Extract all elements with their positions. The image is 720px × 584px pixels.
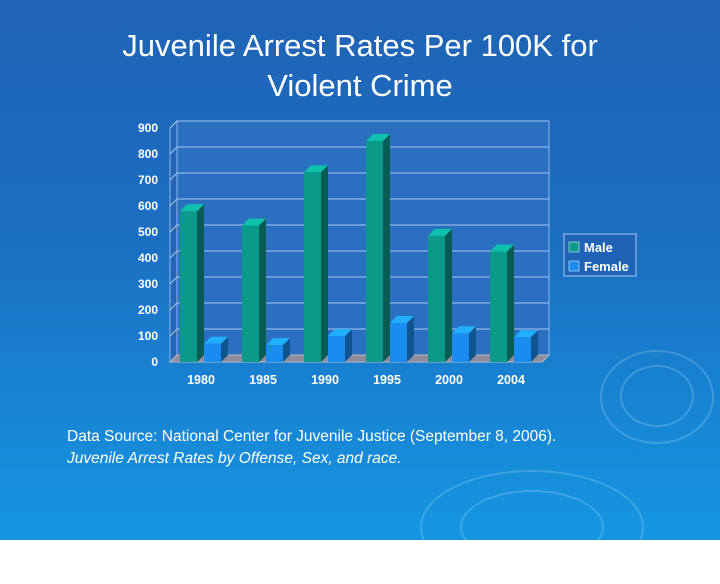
x-tick-label: 2000 — [435, 373, 463, 387]
bar-male-1985 — [242, 225, 259, 362]
data-source-note: Data Source: National Center for Juvenil… — [67, 426, 687, 470]
gridline — [169, 198, 549, 207]
x-tick-label: 1980 — [187, 373, 215, 387]
bar-side-male-1980 — [197, 204, 204, 362]
gridline — [169, 302, 549, 311]
gridline — [169, 276, 549, 285]
bar-top-male-1990 — [304, 165, 328, 173]
y-tick-label: 100 — [138, 329, 158, 343]
gridline — [169, 224, 549, 233]
bar-side-female-2004 — [531, 330, 538, 362]
y-tick-label: 400 — [138, 251, 158, 265]
bar-top-male-2004 — [490, 244, 514, 252]
gridline — [169, 172, 549, 181]
bar-side-female-1985 — [283, 338, 290, 362]
bar-top-male-1995 — [366, 134, 390, 141]
bar-top-female-2000 — [452, 326, 476, 334]
bar-side-male-1990 — [321, 165, 328, 362]
gridline — [169, 328, 549, 337]
y-tick-label: 200 — [138, 303, 158, 317]
gridline — [169, 146, 549, 155]
bar-top-male-2000 — [428, 228, 452, 236]
x-tick-label: 1990 — [311, 373, 339, 387]
y-tick-label: 700 — [138, 173, 158, 187]
y-tick-label: 600 — [138, 199, 158, 213]
x-tick-label: 2004 — [497, 373, 525, 387]
gridline — [169, 250, 549, 259]
bar-female-1995 — [390, 323, 407, 362]
bar-female-1980 — [204, 343, 221, 362]
legend-swatch-female — [568, 260, 580, 272]
bar-top-male-1980 — [180, 204, 204, 212]
bar-female-1990 — [328, 336, 345, 362]
y-tick-label: 900 — [138, 121, 158, 135]
bar-male-2000 — [428, 235, 445, 362]
bar-side-male-2000 — [445, 228, 452, 362]
x-tick-label: 1995 — [373, 373, 401, 387]
bar-female-2000 — [452, 333, 469, 362]
bar-side-male-1985 — [259, 218, 266, 362]
bar-side-female-1990 — [345, 329, 352, 362]
y-tick-label: 0 — [151, 355, 158, 369]
title-line-2: Violent Crime — [267, 68, 453, 103]
bar-male-1990 — [304, 172, 321, 362]
bar-male-2004 — [490, 251, 507, 362]
y-tick-label: 300 — [138, 277, 158, 291]
legend-label-male: Male — [584, 240, 613, 255]
title-line-1: Juvenile Arrest Rates Per 100K for — [122, 28, 598, 63]
slide-title: Juvenile Arrest Rates Per 100K for Viole… — [40, 26, 680, 106]
decorative-ripple — [620, 365, 694, 427]
bar-side-male-1995 — [383, 134, 390, 362]
bar-top-male-1985 — [242, 218, 266, 226]
plot-side-wall — [169, 119, 178, 364]
x-tick-label: 1985 — [249, 373, 277, 387]
legend-label-female: Female — [584, 259, 629, 274]
decorative-ripple — [600, 350, 714, 444]
bar-top-female-1995 — [390, 316, 414, 323]
legend-swatch-male — [568, 241, 580, 253]
source-line-1: Data Source: National Center for Juvenil… — [67, 428, 557, 445]
bar-top-female-2004 — [514, 330, 538, 338]
y-tick-label: 500 — [138, 225, 158, 239]
gridline — [169, 120, 549, 129]
bar-female-2004 — [514, 337, 531, 362]
bar-top-female-1990 — [328, 329, 352, 336]
bar-top-female-1980 — [204, 336, 228, 344]
bar-side-female-1995 — [407, 316, 414, 362]
bar-chart: 0 100 200 300 400 500 600 700 800 900 1980 1985 1990… — [138, 119, 637, 387]
bar-male-1995 — [366, 141, 383, 362]
bar-side-female-1980 — [221, 336, 228, 362]
bar-top-female-1985 — [266, 338, 290, 346]
bar-side-male-2004 — [507, 244, 514, 362]
bar-side-female-2000 — [469, 326, 476, 362]
y-tick-label: 800 — [138, 147, 158, 161]
source-line-2: Juvenile Arrest Rates by Offense, Sex, a… — [67, 450, 402, 467]
bar-female-1985 — [266, 345, 283, 362]
bar-male-1980 — [180, 211, 197, 362]
